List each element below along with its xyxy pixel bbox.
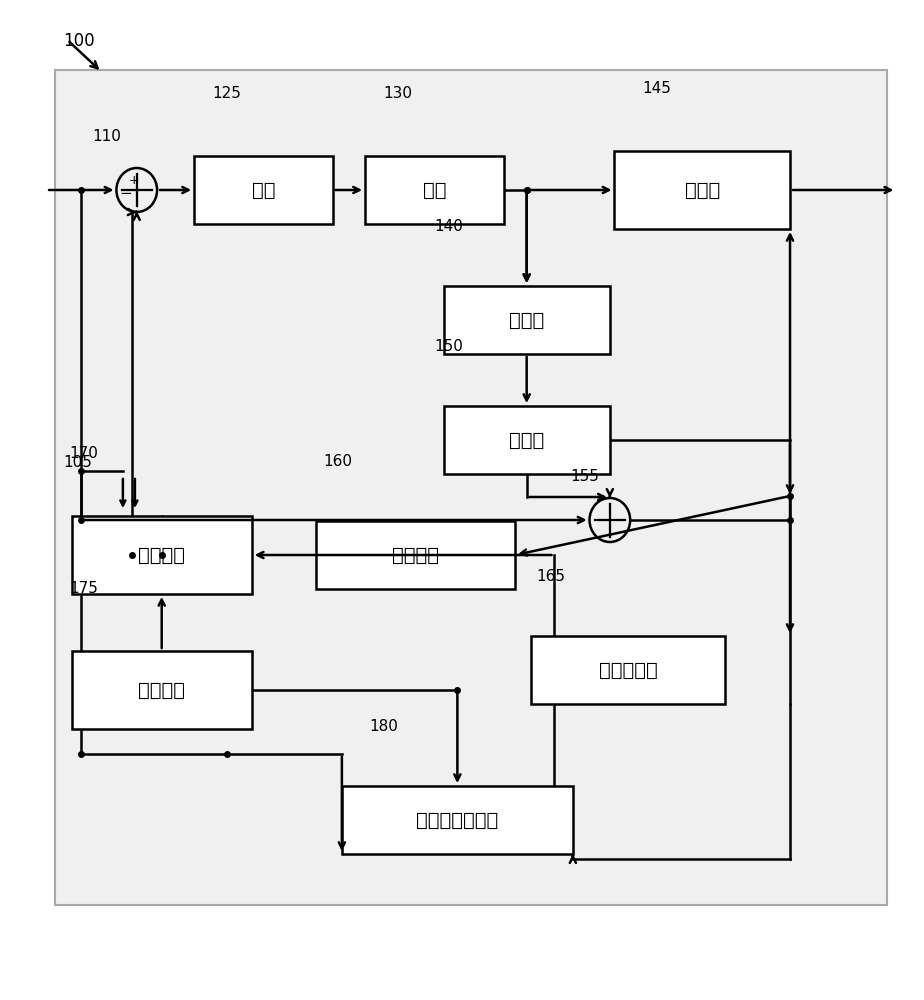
Text: +: + xyxy=(128,174,139,187)
Text: 170: 170 xyxy=(69,446,98,461)
Text: 帧内预测: 帧内预测 xyxy=(393,546,439,564)
Text: 165: 165 xyxy=(536,569,565,584)
Text: 量化: 量化 xyxy=(422,180,446,200)
Text: 125: 125 xyxy=(213,86,241,101)
Text: 熵编码: 熵编码 xyxy=(685,180,720,200)
FancyBboxPatch shape xyxy=(444,286,610,354)
Text: 150: 150 xyxy=(434,339,463,354)
FancyBboxPatch shape xyxy=(71,516,251,594)
Text: 160: 160 xyxy=(323,454,352,469)
Text: 130: 130 xyxy=(383,86,412,101)
FancyBboxPatch shape xyxy=(342,786,573,854)
FancyBboxPatch shape xyxy=(71,651,251,729)
Text: 运动估计: 运动估计 xyxy=(139,680,185,700)
Text: 100: 100 xyxy=(63,32,94,50)
Text: 参考画面缓冲器: 参考画面缓冲器 xyxy=(416,810,499,830)
Text: −: − xyxy=(119,186,132,201)
FancyBboxPatch shape xyxy=(194,156,333,224)
Text: 155: 155 xyxy=(570,469,599,484)
Text: 环内滤波器: 环内滤波器 xyxy=(599,660,658,680)
FancyBboxPatch shape xyxy=(531,636,725,704)
Text: 105: 105 xyxy=(63,455,91,470)
Text: 逆变换: 逆变换 xyxy=(509,430,544,450)
Text: 175: 175 xyxy=(69,581,98,596)
Text: 180: 180 xyxy=(370,719,398,734)
Text: 变换: 变换 xyxy=(251,180,275,200)
FancyBboxPatch shape xyxy=(55,70,887,905)
Text: 145: 145 xyxy=(642,81,671,96)
FancyBboxPatch shape xyxy=(365,156,504,224)
Text: 140: 140 xyxy=(434,219,463,234)
Text: 110: 110 xyxy=(92,129,121,144)
FancyBboxPatch shape xyxy=(614,151,790,229)
FancyBboxPatch shape xyxy=(316,521,516,589)
Text: 逆量化: 逆量化 xyxy=(509,310,544,330)
Text: 运动补偿: 运动补偿 xyxy=(139,546,185,564)
FancyBboxPatch shape xyxy=(444,406,610,474)
